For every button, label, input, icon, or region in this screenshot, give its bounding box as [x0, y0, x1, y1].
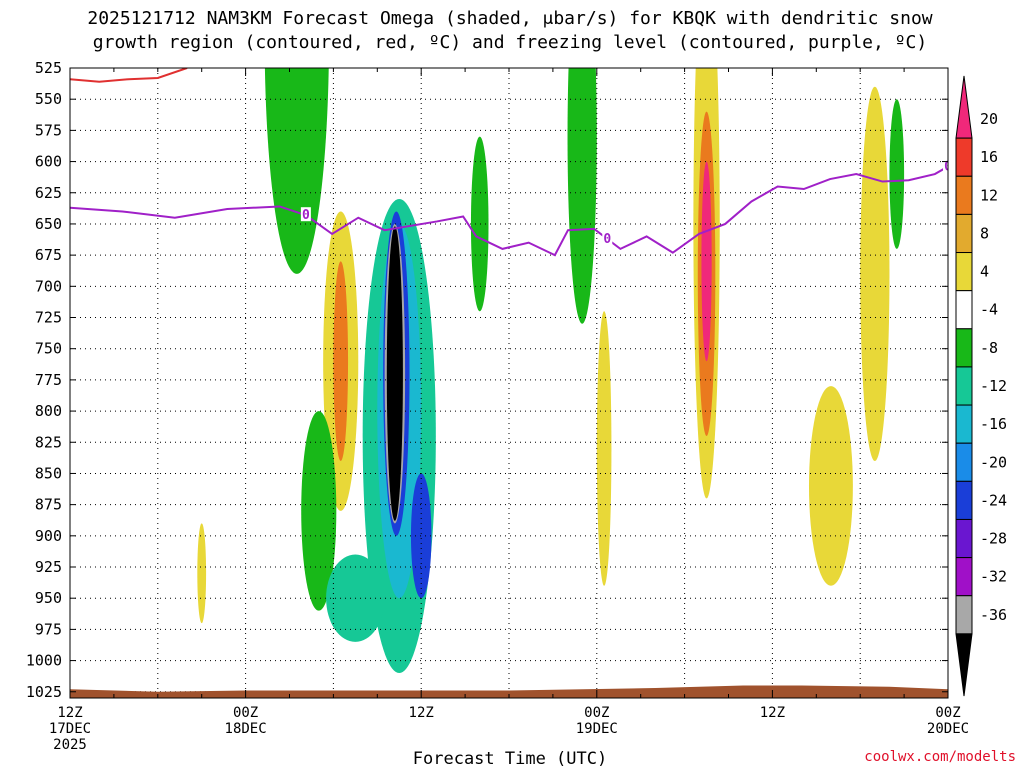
- freezing-level-label-4: 0: [944, 160, 952, 175]
- omega-shade-14: [567, 68, 597, 324]
- y-tick-label-775: 775: [35, 371, 62, 389]
- colorbar-swatch-7: [955, 366, 973, 406]
- colorbar-label-10: -24: [980, 491, 1007, 509]
- omega-shade-15: [470, 136, 489, 312]
- colorbar-swatch-8: [955, 404, 973, 444]
- y-tick-label-900: 900: [35, 527, 62, 545]
- dgz-contour-line: [70, 68, 188, 83]
- colorbar-swatch-9: [955, 442, 973, 482]
- y-tick-label-625: 625: [35, 184, 62, 202]
- y-tick-label-875: 875: [35, 496, 62, 514]
- y-tick-label-925: 925: [35, 558, 62, 576]
- colorbar-label-6: -8: [980, 339, 998, 357]
- colorbar-swatch-11: [955, 518, 973, 559]
- colorbar-label-12: -32: [980, 568, 1007, 586]
- colorbar-label-2: 12: [980, 186, 998, 204]
- y-tick-label-525: 525: [35, 59, 62, 77]
- colorbar-swatch-13: [955, 595, 973, 635]
- colorbar-label-5: -4: [980, 301, 998, 319]
- colorbar-swatch-4: [955, 252, 973, 292]
- y-tick-label-650: 650: [35, 215, 62, 233]
- y-tick-label-825: 825: [35, 433, 62, 451]
- colorbar-label-11: -28: [980, 530, 1007, 548]
- freezing-label-bg-4: [943, 158, 948, 173]
- y-tick-label-575: 575: [35, 121, 62, 139]
- x-tick-label-1-1: 18DEC: [225, 721, 267, 737]
- colorbar-label-4: 4: [980, 263, 989, 281]
- freezing-label-bg-0: [300, 207, 311, 222]
- freezing-level-label-1: 0: [603, 232, 611, 247]
- x-tick-label-3-0: 00Z: [584, 705, 609, 721]
- y-tick-label-700: 700: [35, 277, 62, 295]
- omega-shade-18: [889, 99, 905, 249]
- colorbar-label-7: -12: [980, 377, 1007, 395]
- y-tick-label-750: 750: [35, 340, 62, 358]
- x-tick-label-0-2: 2025: [53, 737, 87, 753]
- colorbar-label-1: 16: [980, 148, 998, 166]
- y-tick-label-950: 950: [35, 589, 62, 607]
- omega-shade-16: [860, 86, 890, 461]
- omega-shade-13: [701, 161, 712, 362]
- x-tick-label-1-0: 00Z: [233, 705, 258, 721]
- x-tick-label-0-0: 12Z: [57, 705, 82, 721]
- omega-shade-7: [386, 226, 403, 521]
- x-tick-label-2-0: 12Z: [409, 705, 434, 721]
- omega-shade-9: [301, 411, 337, 611]
- x-tick-label-0-1: 17DEC: [49, 721, 91, 737]
- colorbar-swatch-0: [955, 75, 973, 139]
- colorbar-swatch-2: [955, 175, 973, 215]
- omega-shade-17: [808, 386, 853, 586]
- y-tick-label-600: 600: [35, 153, 62, 171]
- colorbar-swatch-5: [955, 290, 973, 330]
- y-tick-label-1000: 1000: [26, 652, 62, 670]
- x-tick-label-5-0: 00Z: [935, 705, 960, 721]
- x-tick-label-3-1: 19DEC: [576, 721, 618, 737]
- x-axis-label: Forecast Time (UTC): [413, 749, 607, 768]
- freezing-level-line: [70, 165, 948, 257]
- y-tick-label-1025: 1025: [26, 683, 62, 701]
- y-tick-label-850: 850: [35, 464, 62, 482]
- freezing-label-bg-1: [602, 230, 613, 245]
- y-tick-label-675: 675: [35, 246, 62, 264]
- y-tick-label-725: 725: [35, 309, 62, 327]
- freezing-level-label-0: 0: [302, 208, 310, 223]
- omega-shade-20: [197, 523, 207, 624]
- omega-shade-1: [333, 261, 349, 461]
- colorbar-swatch-14: [955, 633, 973, 697]
- colorbar-label-8: -16: [980, 415, 1007, 433]
- credit-text: coolwx.com/modelts: [864, 749, 1016, 765]
- y-tick-label-975: 975: [35, 620, 62, 638]
- y-tick-label-800: 800: [35, 402, 62, 420]
- colorbar-swatch-1: [955, 137, 973, 177]
- colorbar-swatch-6: [955, 328, 973, 368]
- colorbar-label-13: -36: [980, 606, 1007, 624]
- colorbar-swatch-3: [955, 213, 973, 254]
- x-tick-label-5-1: 20DEC: [927, 721, 969, 737]
- omega-shade-8: [410, 473, 432, 599]
- colorbar-label-9: -20: [980, 453, 1007, 471]
- chart-title-line-2: growth region (contoured, red, ºC) and f…: [93, 32, 927, 53]
- y-tick-label-550: 550: [35, 90, 62, 108]
- colorbar-label-3: 8: [980, 224, 989, 242]
- chart-title-line-1: 2025121712 NAM3KM Forecast Omega (shaded…: [87, 8, 932, 29]
- colorbar-label-0: 20: [980, 110, 998, 128]
- x-tick-label-4-0: 12Z: [760, 705, 785, 721]
- colorbar-swatch-10: [955, 480, 973, 520]
- colorbar-swatch-12: [955, 557, 973, 597]
- omega-shade-2: [264, 68, 329, 274]
- omega-shade-19: [596, 311, 612, 586]
